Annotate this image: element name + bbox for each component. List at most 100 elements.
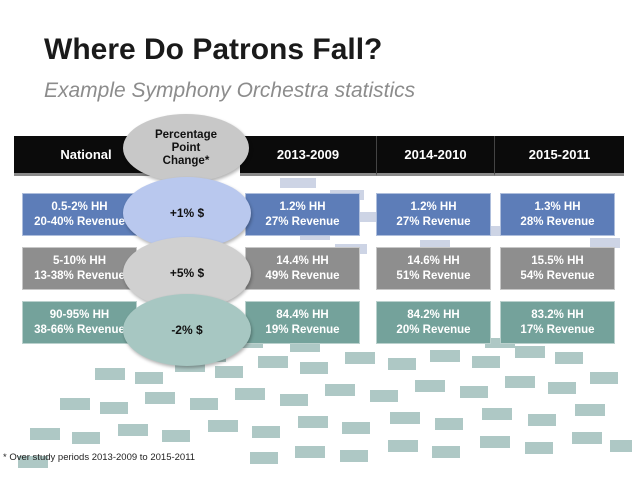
footnote: * Over study periods 2013-2009 to 2015-2… xyxy=(3,452,196,463)
background-block xyxy=(135,372,163,384)
background-block xyxy=(430,350,460,362)
cell-revenue: 13-38% Revenue xyxy=(34,269,125,282)
background-block xyxy=(345,352,375,364)
background-block xyxy=(145,392,175,404)
background-block xyxy=(472,356,500,368)
background-block xyxy=(215,366,243,378)
background-block xyxy=(610,440,632,452)
background-block xyxy=(572,432,602,444)
background-block xyxy=(482,408,512,420)
header-period-2: 2014-2010 xyxy=(376,136,494,176)
cell-revenue: 27% Revenue xyxy=(396,215,471,228)
background-block xyxy=(432,446,460,458)
background-block xyxy=(388,358,416,370)
background-block xyxy=(208,420,238,432)
background-block xyxy=(342,422,370,434)
national-top-tier-cell: 0.5-2% HH 20-40% Revenue xyxy=(22,193,137,236)
background-block xyxy=(340,450,368,462)
background-block xyxy=(300,362,328,374)
cell-revenue: 17% Revenue xyxy=(520,323,595,336)
period-2-middle-tier-cell: 14.6% HH 51% Revenue xyxy=(376,247,491,290)
cell-revenue: 19% Revenue xyxy=(265,323,340,336)
change-header-oval: Percentage Point Change* xyxy=(123,114,249,182)
change-top-tier-label: +1% $ xyxy=(169,206,205,220)
cell-revenue: 20-40% Revenue xyxy=(34,215,125,228)
background-block xyxy=(460,386,488,398)
background-block xyxy=(548,382,576,394)
cell-hh: 15.5% HH xyxy=(531,254,584,267)
background-block xyxy=(435,418,463,430)
change-header-label: Percentage Point Change* xyxy=(154,128,217,167)
period-2-bottom-tier-cell: 84.2% HH 20% Revenue xyxy=(376,301,491,344)
cell-hh: 84.2% HH xyxy=(407,308,460,321)
change-middle-tier-label: +5% $ xyxy=(169,266,205,280)
change-bottom-tier-oval: -2% $ xyxy=(123,294,251,366)
header-national-label: National xyxy=(60,147,112,162)
background-block xyxy=(575,404,605,416)
background-block xyxy=(388,440,418,452)
background-block xyxy=(95,368,125,380)
background-block xyxy=(280,178,316,188)
cell-revenue: 54% Revenue xyxy=(520,269,595,282)
background-block xyxy=(325,384,355,396)
cell-revenue: 51% Revenue xyxy=(396,269,471,282)
background-block xyxy=(528,414,556,426)
cell-revenue: 20% Revenue xyxy=(396,323,471,336)
period-1-middle-tier-cell: 14.4% HH 49% Revenue xyxy=(245,247,360,290)
background-block xyxy=(100,402,128,414)
header-period-label: 2013-2009 xyxy=(276,147,340,162)
cell-hh: 14.6% HH xyxy=(407,254,460,267)
background-block xyxy=(250,452,278,464)
background-block xyxy=(280,394,308,406)
change-bottom-tier-label: -2% $ xyxy=(171,323,203,337)
cell-hh: 5-10% HH xyxy=(52,254,107,267)
header-period-label: 2014-2010 xyxy=(404,147,467,162)
cell-hh: 1.3% HH xyxy=(534,200,581,213)
background-block xyxy=(162,430,190,442)
header-period-3: 2015-2011 xyxy=(494,136,624,176)
background-block xyxy=(298,416,328,428)
background-block xyxy=(18,456,48,468)
header-period-label: 2015-2011 xyxy=(528,147,591,162)
background-block xyxy=(515,346,545,358)
period-2-top-tier-cell: 1.2% HH 27% Revenue xyxy=(376,193,491,236)
cell-hh: 0.5-2% HH xyxy=(51,200,108,213)
background-block xyxy=(525,442,553,454)
cell-hh: 84.4% HH xyxy=(276,308,329,321)
background-block xyxy=(295,446,325,458)
background-block xyxy=(72,432,100,444)
background-block xyxy=(235,388,265,400)
cell-hh: 1.2% HH xyxy=(279,200,326,213)
background-block xyxy=(480,436,510,448)
period-3-bottom-tier-cell: 83.2% HH 17% Revenue xyxy=(500,301,615,344)
cell-hh: 1.2% HH xyxy=(410,200,457,213)
period-3-top-tier-cell: 1.3% HH 28% Revenue xyxy=(500,193,615,236)
background-block xyxy=(590,238,620,248)
cell-hh: 14.4% HH xyxy=(276,254,329,267)
national-middle-tier-cell: 5-10% HH 13-38% Revenue xyxy=(22,247,137,290)
background-block xyxy=(290,342,320,352)
period-1-top-tier-cell: 1.2% HH 27% Revenue xyxy=(245,193,360,236)
background-block xyxy=(190,398,218,410)
background-block xyxy=(390,412,420,424)
national-bottom-tier-cell: 90-95% HH 38-66% Revenue xyxy=(22,301,137,344)
slide-subtitle: Example Symphony Orchestra statistics xyxy=(44,79,416,102)
background-block xyxy=(60,398,90,410)
background-block xyxy=(505,376,535,388)
background-block xyxy=(118,424,148,436)
background-block xyxy=(370,390,398,402)
cell-hh: 90-95% HH xyxy=(49,308,110,321)
background-block xyxy=(258,356,288,368)
period-3-middle-tier-cell: 15.5% HH 54% Revenue xyxy=(500,247,615,290)
slide-title: Where Do Patrons Fall? xyxy=(44,33,383,66)
cell-revenue: 28% Revenue xyxy=(520,215,595,228)
cell-revenue: 49% Revenue xyxy=(265,269,340,282)
background-block xyxy=(415,380,445,392)
background-block xyxy=(420,240,450,250)
cell-revenue: 27% Revenue xyxy=(265,215,340,228)
background-block xyxy=(555,352,583,364)
period-1-bottom-tier-cell: 84.4% HH 19% Revenue xyxy=(245,301,360,344)
background-block xyxy=(360,212,390,222)
header-period-1: 2013-2009 xyxy=(240,136,376,176)
